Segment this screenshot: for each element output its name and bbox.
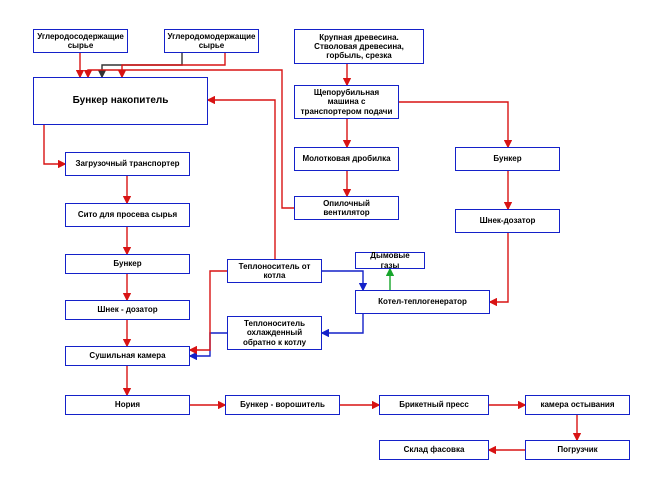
edge-17 — [322, 314, 363, 333]
edge-19 — [190, 271, 227, 350]
node-bunker2: Бункер — [455, 147, 560, 171]
node-shnek1: Шнек - дозатор — [65, 300, 190, 320]
node-noria: Нория — [65, 395, 190, 415]
edge-18 — [190, 333, 227, 356]
node-stock: Склад фасовка — [379, 440, 489, 460]
node-hammer: Молотковая дробилка — [294, 147, 399, 171]
node-heatBack: Теплоноситель охлажденный обратно к котл… — [227, 316, 322, 350]
edge-6 — [399, 102, 508, 147]
edge-layer — [0, 0, 670, 501]
edge-16 — [322, 271, 363, 290]
node-loader2: Погрузчик — [525, 440, 630, 460]
node-loader: Загрузочный транспортер — [65, 152, 190, 176]
node-heatFrom: Теплоноситель от котла — [227, 259, 322, 283]
node-src2: Углеродомодержащие сырье — [164, 29, 259, 53]
node-sieve: Сито для просева сырья — [65, 203, 190, 227]
node-bunkerMain: Бункер накопитель — [33, 77, 208, 125]
edge-2 — [122, 53, 225, 77]
edge-8 — [44, 125, 65, 164]
node-bv: Бункер - ворошитель — [225, 395, 340, 415]
node-dryer: Сушильная камера — [65, 346, 190, 366]
node-smoke: Дымовые газы — [355, 252, 425, 269]
edge-14 — [208, 100, 275, 259]
node-src1: Углеродосодержащие сырье — [33, 29, 128, 53]
node-sawfan: Опилочный вентилятор — [294, 196, 399, 220]
node-bunker1: Бункер — [65, 254, 190, 274]
node-chipper: Щепорубильная машина с транспортером под… — [294, 85, 399, 119]
edge-1 — [102, 53, 182, 77]
node-press: Брикетный пресс — [379, 395, 489, 415]
node-shnek2: Шнек-дозатор — [455, 209, 560, 233]
node-cool: камера остывания — [525, 395, 630, 415]
edge-20 — [490, 233, 508, 302]
node-boiler: Котел-теплогенератор — [355, 290, 490, 314]
node-src3: Крупная древесина. Стволовая древесина, … — [294, 29, 424, 64]
